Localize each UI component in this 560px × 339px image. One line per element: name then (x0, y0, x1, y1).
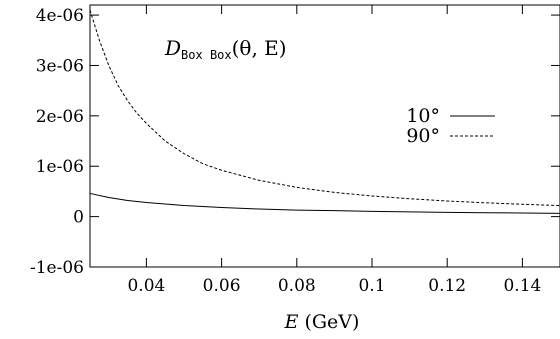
x-tick-label: 0.1 (358, 276, 385, 296)
y-tick-label: 0 (73, 208, 84, 228)
series-line (89, 9, 560, 207)
legend-label: 10° (406, 105, 440, 127)
series-line (89, 192, 560, 214)
annotation-label: DBox Box(θ, E) (164, 36, 287, 62)
x-tick-label: 0.06 (203, 276, 241, 296)
y-tick-label: -1e-06 (30, 258, 84, 278)
x-tick-label: 0.08 (278, 276, 316, 296)
x-tick-label: 0.12 (428, 276, 466, 296)
legend-label: 90° (406, 125, 440, 147)
y-tick-label: 4e-06 (36, 6, 84, 26)
y-tick-label: 2e-06 (36, 107, 84, 127)
x-axis-title: E (GeV) (284, 311, 360, 333)
y-tick-label: 1e-06 (36, 157, 84, 177)
series-lines (89, 9, 560, 214)
legend: 10°90° (406, 105, 495, 147)
y-tick-label: 3e-06 (36, 56, 84, 76)
plot-frame (89, 4, 560, 268)
tick-labels: -1e-06 0 1e-06 2e-06 3e-06 4e-06 0.04 0.06 0.08 0… (30, 6, 541, 296)
x-tick-label: 0.04 (127, 276, 165, 296)
x-tick-label: 0.14 (503, 276, 541, 296)
